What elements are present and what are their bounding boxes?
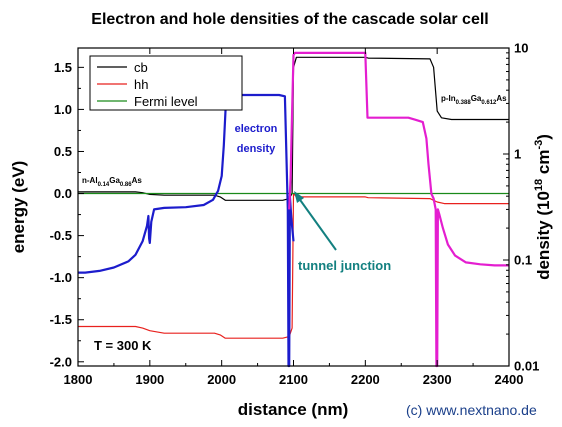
x-axis-label: distance (nm) — [238, 400, 349, 419]
x-tick-label: 1900 — [135, 372, 164, 387]
credit-text: (c) www.nextnano.de — [406, 402, 537, 418]
region-label-right: p-In0.388Ga0.612As — [441, 94, 507, 106]
region-left-p3: As — [132, 176, 143, 185]
legend-label-fermi: Fermi level — [134, 94, 198, 109]
tunnel-junction-arrow — [297, 196, 337, 251]
y-left-tick-label: 1.0 — [54, 102, 72, 117]
series-line-hole-density — [288, 51, 509, 368]
tunnel-junction-label: tunnel junction — [298, 258, 391, 273]
y-right-ticks: 10 1 0.1 0.01 — [503, 41, 539, 374]
y-axis-label-right: density (1018 cm-3) — [533, 134, 553, 280]
y-right-tick-label: 1 — [514, 147, 521, 162]
y-right-label-part3: ) — [534, 134, 553, 140]
y-left-tick-label: -0.5 — [50, 228, 72, 243]
series-line-hh — [78, 192, 509, 339]
region-right-s2: 0.612 — [481, 100, 497, 106]
y-right-label-part1: density (10 — [534, 191, 553, 280]
region-right-p3: As — [496, 94, 507, 103]
region-right-p1: p-In — [441, 94, 456, 103]
electron-density-label-2: density — [237, 143, 276, 155]
y-left-ticks: 1.5 1.0 0.5 0.0 -0.5 -1.0 -1.5 -2.0 — [50, 60, 84, 369]
x-tick-label: 2000 — [207, 372, 236, 387]
x-tick-label: 2200 — [351, 372, 380, 387]
x-tick-label: 2100 — [279, 372, 308, 387]
region-left-s2: 0.86 — [120, 182, 132, 188]
x-tick-label: 1800 — [64, 372, 93, 387]
y-left-tick-label: 1.5 — [54, 60, 72, 75]
y-left-tick-label: 0.5 — [54, 144, 72, 159]
region-left-p2: Ga — [109, 176, 120, 185]
y-right-tick-label: 10 — [514, 41, 528, 56]
legend-label-cb: cb — [134, 60, 148, 75]
electron-density-label-1: electron — [235, 123, 278, 135]
legend-label-hh: hh — [134, 77, 148, 92]
y-axis-label-left: energy (eV) — [9, 161, 28, 254]
y-right-tick-label: 0.01 — [514, 359, 539, 374]
y-right-label-sup2: -3 — [533, 140, 545, 150]
series-line-electron-density — [78, 93, 295, 368]
y-right-label-part2: cm — [534, 150, 553, 179]
region-left-s1: 0.14 — [98, 182, 110, 188]
x-ticks: 1800 1900 2000 2100 2200 2300 2400 — [64, 48, 524, 387]
tunnel-junction-arrowhead — [294, 191, 304, 203]
y-right-tick-label: 0.1 — [514, 253, 532, 268]
region-right-s1: 0.388 — [456, 100, 472, 106]
hole-density-label-1: hole — [321, 78, 344, 90]
chart-title: Electron and hole densities of the casca… — [91, 11, 488, 28]
x-tick-label: 2300 — [423, 372, 452, 387]
region-left-p1: n-Al — [82, 176, 98, 185]
y-left-tick-label: -2.0 — [50, 354, 72, 369]
plot-lines — [78, 51, 509, 368]
hole-density-label-2: density — [313, 97, 352, 109]
region-label-left: n-Al0.14Ga0.86As — [82, 176, 142, 188]
legend: cb hh Fermi level — [89, 55, 243, 111]
region-right-p2: Ga — [471, 94, 482, 103]
x-tick-label: 2400 — [495, 372, 524, 387]
temperature-label: T = 300 K — [94, 338, 152, 353]
y-left-tick-label: -1.5 — [50, 312, 72, 327]
y-left-tick-label: -1.0 — [50, 270, 72, 285]
y-right-label-sup1: 18 — [533, 179, 545, 191]
y-left-tick-label: 0.0 — [54, 186, 72, 201]
